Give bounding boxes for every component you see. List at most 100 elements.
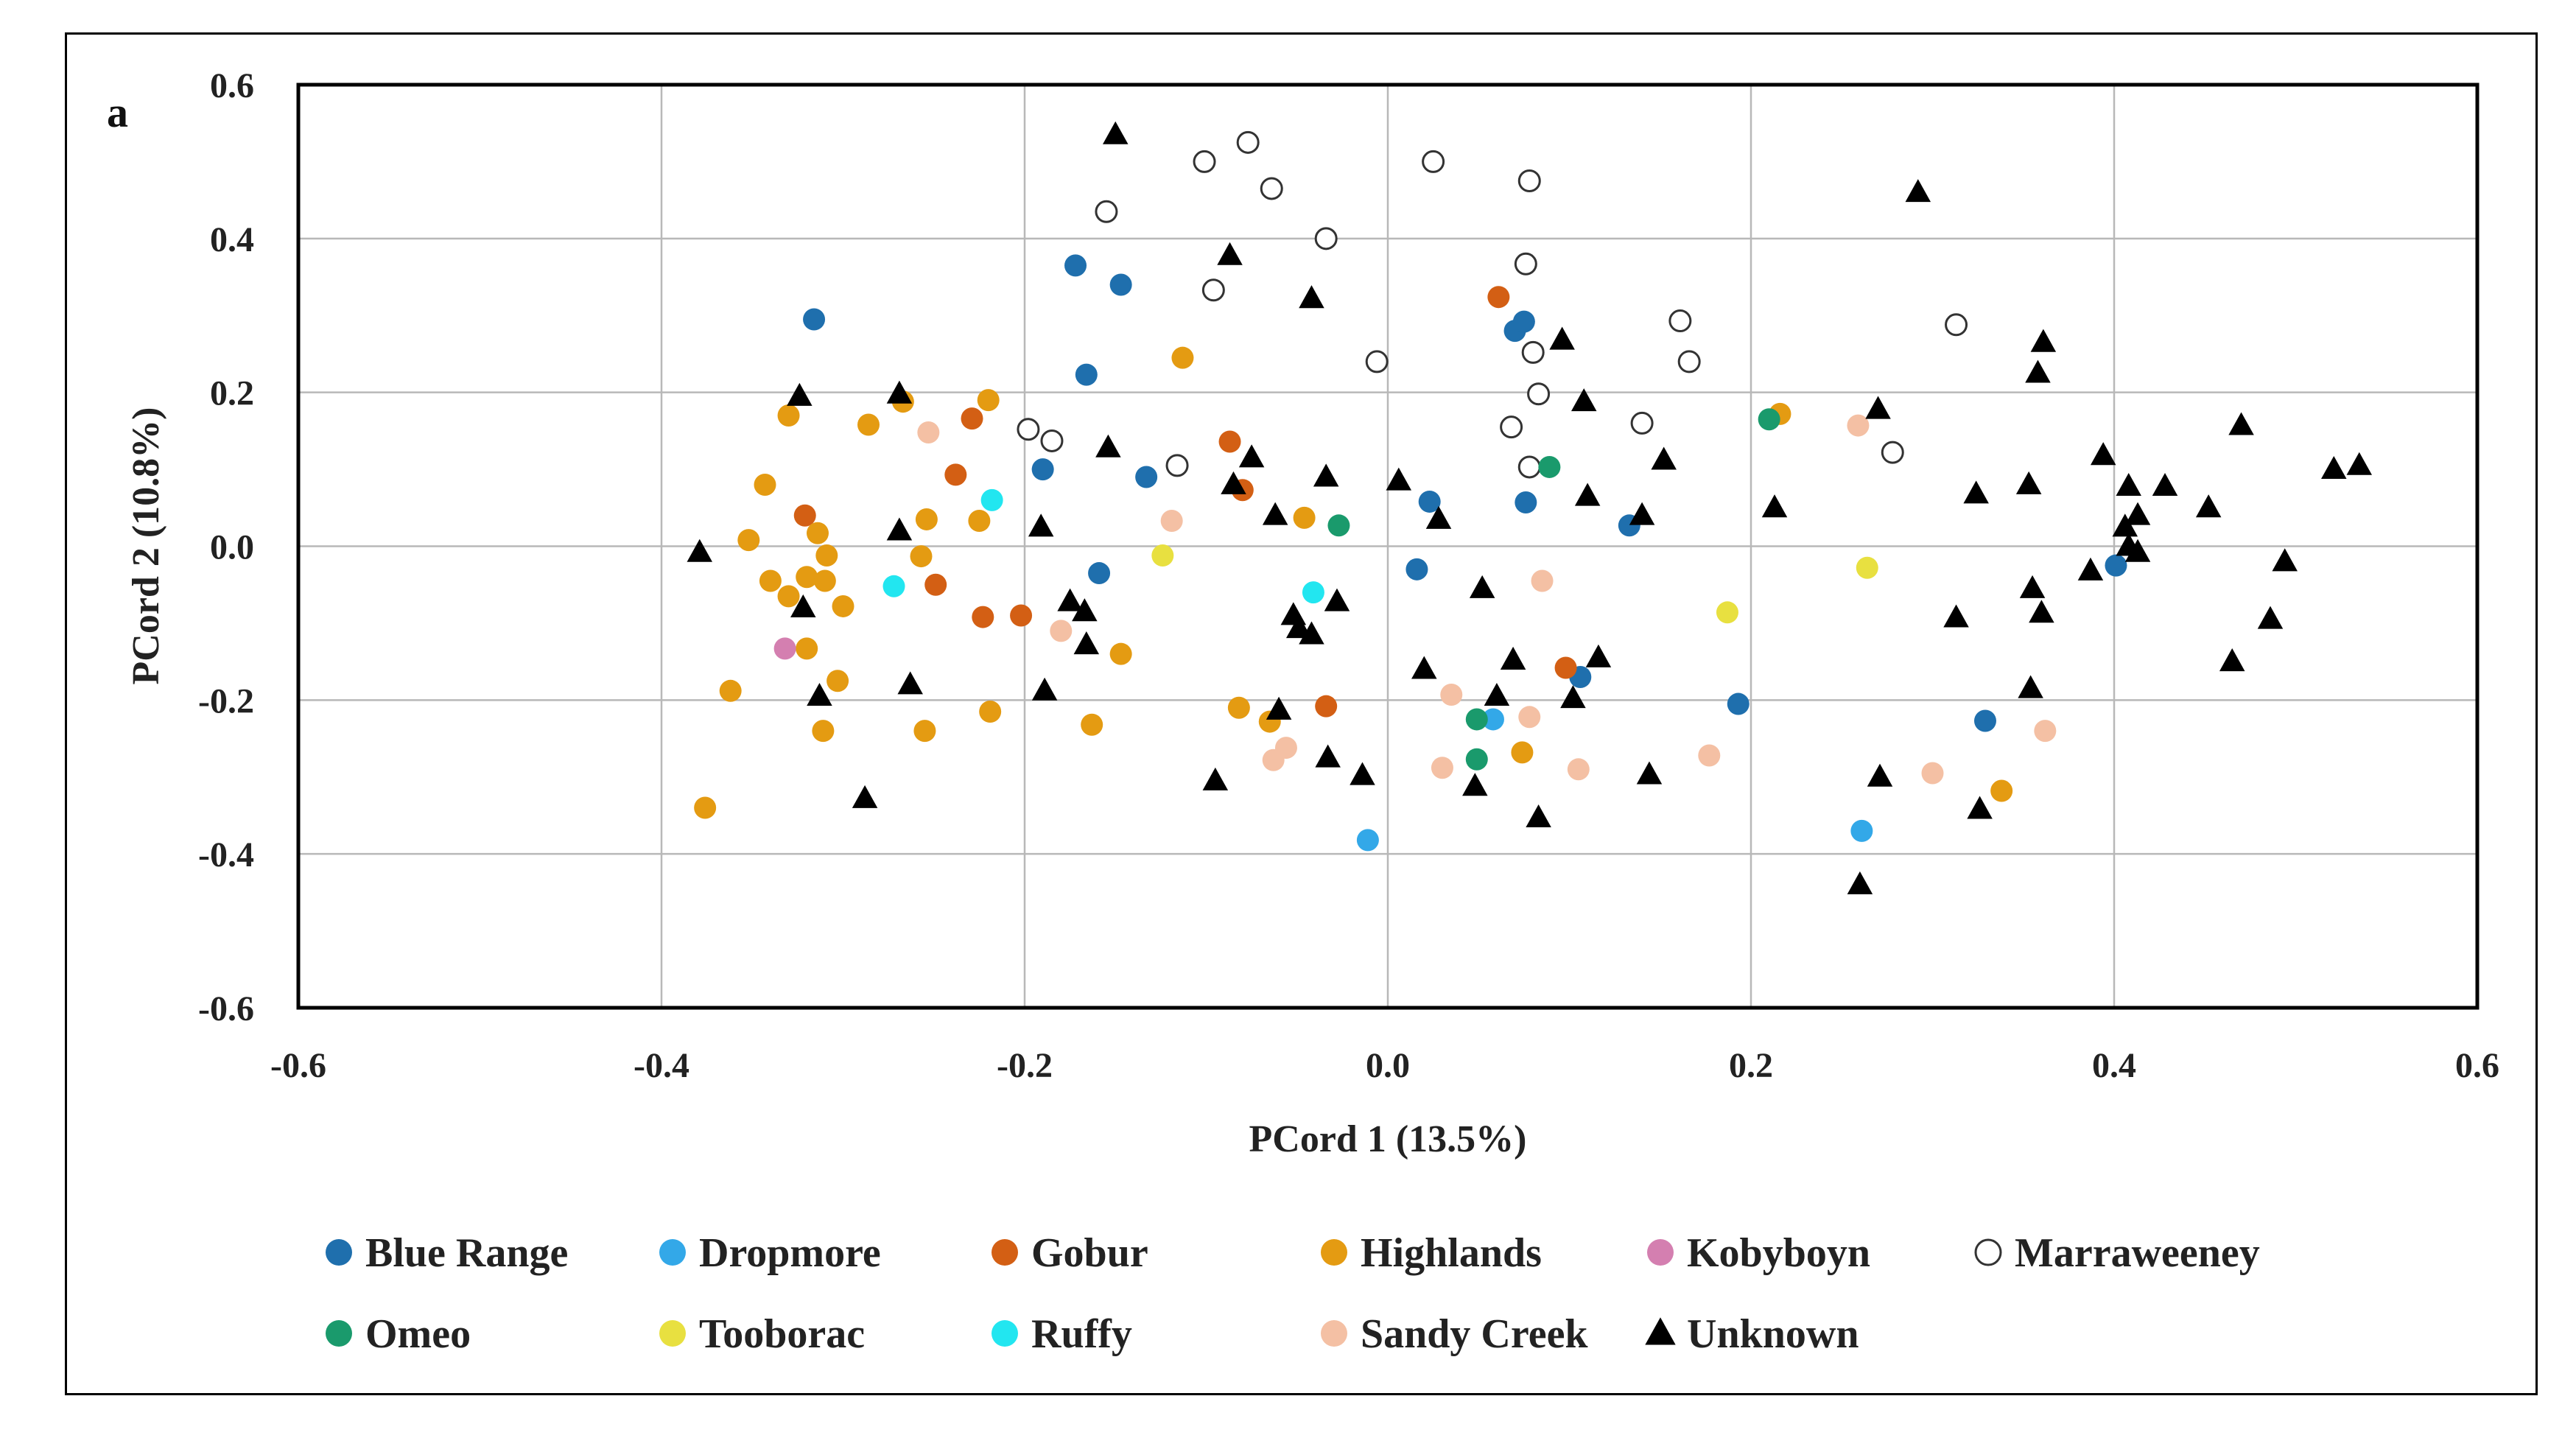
point-unknown	[1324, 588, 1350, 611]
point-sandy-creek	[1531, 569, 1554, 592]
legend-label-marraweeney: Marraweeney	[2015, 1230, 2260, 1276]
point-unknown	[1549, 326, 1575, 350]
x-tick-label: -0.2	[997, 1046, 1053, 1085]
y-tick-label: 0.0	[210, 528, 254, 567]
point-unknown	[1057, 588, 1083, 611]
series-ruffy	[882, 488, 1324, 604]
point-unknown	[2346, 452, 2373, 475]
y-tick-label: 0.6	[210, 66, 254, 105]
y-tick-label: 0.4	[210, 220, 254, 259]
point-unknown	[1963, 480, 1989, 504]
point-unknown	[2195, 494, 2222, 518]
point-gobur	[1315, 695, 1338, 718]
point-highlands	[796, 637, 818, 660]
point-unknown	[1967, 796, 1993, 819]
point-tooborac	[1856, 556, 1878, 579]
point-unknown	[1262, 502, 1288, 525]
point-omeo	[1465, 708, 1488, 731]
point-marraweeney	[1314, 227, 1338, 250]
point-unknown	[1484, 683, 1510, 706]
point-gobur	[1218, 430, 1241, 453]
point-unknown	[886, 380, 913, 404]
point-marraweeney	[1095, 200, 1118, 223]
point-highlands	[796, 566, 818, 589]
point-blue-range	[1727, 692, 1749, 715]
point-unknown	[2272, 548, 2298, 572]
legend-marker-dropmore	[659, 1239, 686, 1266]
point-unknown	[1462, 773, 1488, 796]
legend-label-kobyboyn: Kobyboyn	[1687, 1230, 1870, 1276]
legend-item-marraweeney: Marraweeney	[1974, 1230, 2260, 1276]
point-gobur	[961, 407, 983, 430]
point-unknown	[1574, 483, 1601, 506]
point-unknown	[1221, 471, 1246, 494]
point-highlands	[1081, 713, 1103, 736]
point-unknown	[1629, 502, 1655, 525]
y-tick-label: 0.2	[210, 374, 254, 413]
point-blue-range	[1135, 466, 1158, 488]
point-unknown	[2019, 575, 2046, 598]
point-blue-range	[1515, 491, 1537, 513]
point-highlands	[759, 569, 782, 592]
legend-marker-unknown	[1645, 1317, 1676, 1345]
point-gobur	[1554, 656, 1577, 679]
point-unknown	[2029, 600, 2054, 623]
y-axis-title: PCord 2 (10.8%)	[125, 407, 167, 685]
legend-item-sandy-creek: Sandy Creek	[1321, 1311, 1588, 1357]
point-unknown	[2152, 472, 2178, 496]
point-blue-range	[2105, 554, 2127, 577]
point-dropmore	[1850, 819, 1873, 842]
x-tick-label: 0.6	[2455, 1046, 2499, 1085]
point-gobur	[944, 463, 967, 486]
point-unknown	[807, 683, 832, 706]
point-unknown	[852, 785, 878, 808]
point-unknown	[1636, 761, 1663, 785]
point-omeo	[1538, 455, 1561, 478]
point-highlands	[979, 700, 1002, 723]
point-highlands	[1293, 506, 1316, 529]
legend-marker-sandy-creek	[1321, 1320, 1347, 1347]
point-gobur	[972, 606, 994, 628]
point-marraweeney	[1527, 382, 1551, 406]
point-highlands	[968, 510, 991, 533]
point-unknown	[2025, 360, 2051, 383]
point-dropmore	[1481, 708, 1504, 731]
point-gobur	[793, 504, 816, 527]
point-marraweeney	[1193, 150, 1216, 173]
point-marraweeney	[1260, 177, 1283, 200]
point-highlands	[1990, 779, 2013, 802]
point-highlands	[694, 796, 717, 819]
point-unknown	[1425, 505, 1452, 529]
point-highlands	[1109, 642, 1132, 665]
series-sandy-creek	[917, 414, 2057, 785]
point-unknown	[2116, 472, 2141, 496]
legend-label-dropmore: Dropmore	[699, 1230, 881, 1276]
legend: Blue Range Dropmore Gobur Highlands Kobyboyn…	[326, 1230, 2260, 1357]
point-blue-range	[1031, 458, 1054, 481]
legend-label-tooborac: Tooborac	[699, 1311, 865, 1357]
point-unknown	[897, 671, 923, 695]
point-unknown	[1315, 744, 1341, 768]
legend-item-dropmore: Dropmore	[659, 1230, 881, 1276]
point-unknown	[2015, 471, 2042, 494]
legend-item-kobyboyn: Kobyboyn	[1647, 1230, 1870, 1276]
point-ruffy	[882, 575, 905, 597]
point-unknown	[1238, 444, 1265, 468]
point-unknown	[1943, 604, 1969, 628]
point-unknown	[1202, 767, 1229, 790]
legend-marker-ruffy	[992, 1320, 1018, 1347]
plot-area	[296, 83, 2480, 1010]
point-unknown	[2124, 502, 2151, 525]
point-unknown	[2018, 675, 2043, 698]
point-unknown	[2077, 557, 2104, 581]
point-unknown	[1285, 615, 1312, 639]
legend-marker-marraweeney	[1974, 1238, 2002, 1266]
point-unknown	[687, 539, 713, 562]
point-marraweeney	[1514, 252, 1537, 276]
point-unknown	[1761, 494, 1788, 518]
point-highlands	[806, 522, 829, 544]
point-omeo	[1327, 514, 1350, 537]
legend-item-unknown: Unknown	[1645, 1311, 1859, 1357]
point-unknown	[2124, 539, 2151, 562]
point-highlands	[1511, 741, 1534, 764]
